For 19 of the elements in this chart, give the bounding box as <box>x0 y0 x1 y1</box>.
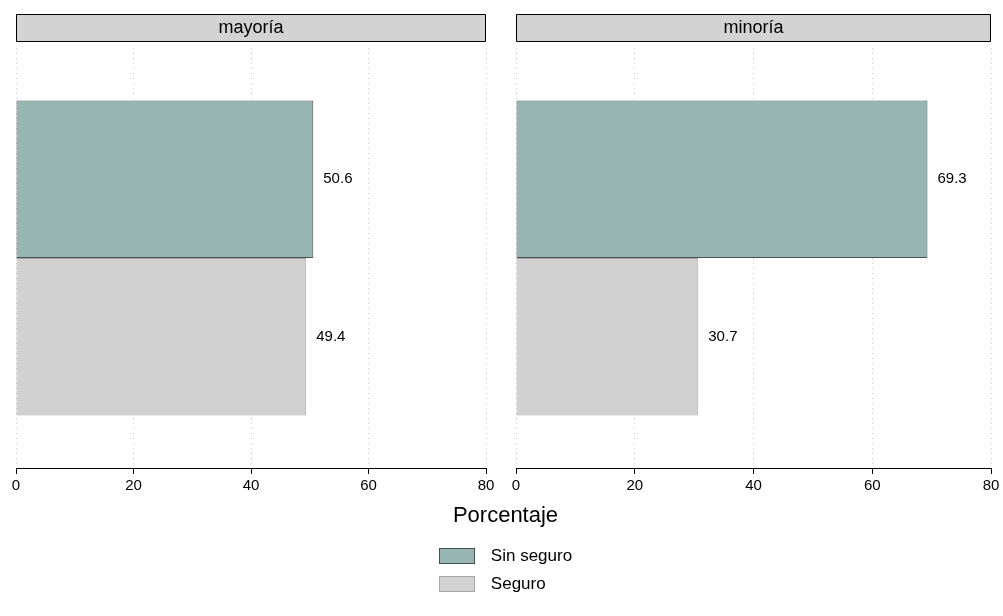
x-tick-label: 40 <box>242 476 260 494</box>
legend-label: Sin seguro <box>490 546 573 566</box>
x-tick-label: 80 <box>982 476 1000 494</box>
x-tick-label: 60 <box>863 476 881 494</box>
data-label: 50.6 <box>323 169 353 187</box>
x-tick-label: 20 <box>626 476 644 494</box>
legend-label: Seguro <box>490 574 546 594</box>
chart-title: mayoría <box>218 16 285 37</box>
x-tick-label: 40 <box>745 476 762 494</box>
x-tick-label: 0 <box>11 476 21 494</box>
x-tick-label: 0 <box>511 476 521 494</box>
data-label: 49.4 <box>316 326 346 344</box>
data-label: 30.7 <box>708 326 738 344</box>
x-tick-label: 60 <box>360 476 377 494</box>
x-axis-title: Porcentaje <box>451 502 560 528</box>
chart-title: minoría <box>723 16 785 37</box>
x-tick-label: 80 <box>477 476 495 494</box>
x-tick-label: 20 <box>125 476 142 494</box>
data-label: 69.3 <box>937 169 967 187</box>
